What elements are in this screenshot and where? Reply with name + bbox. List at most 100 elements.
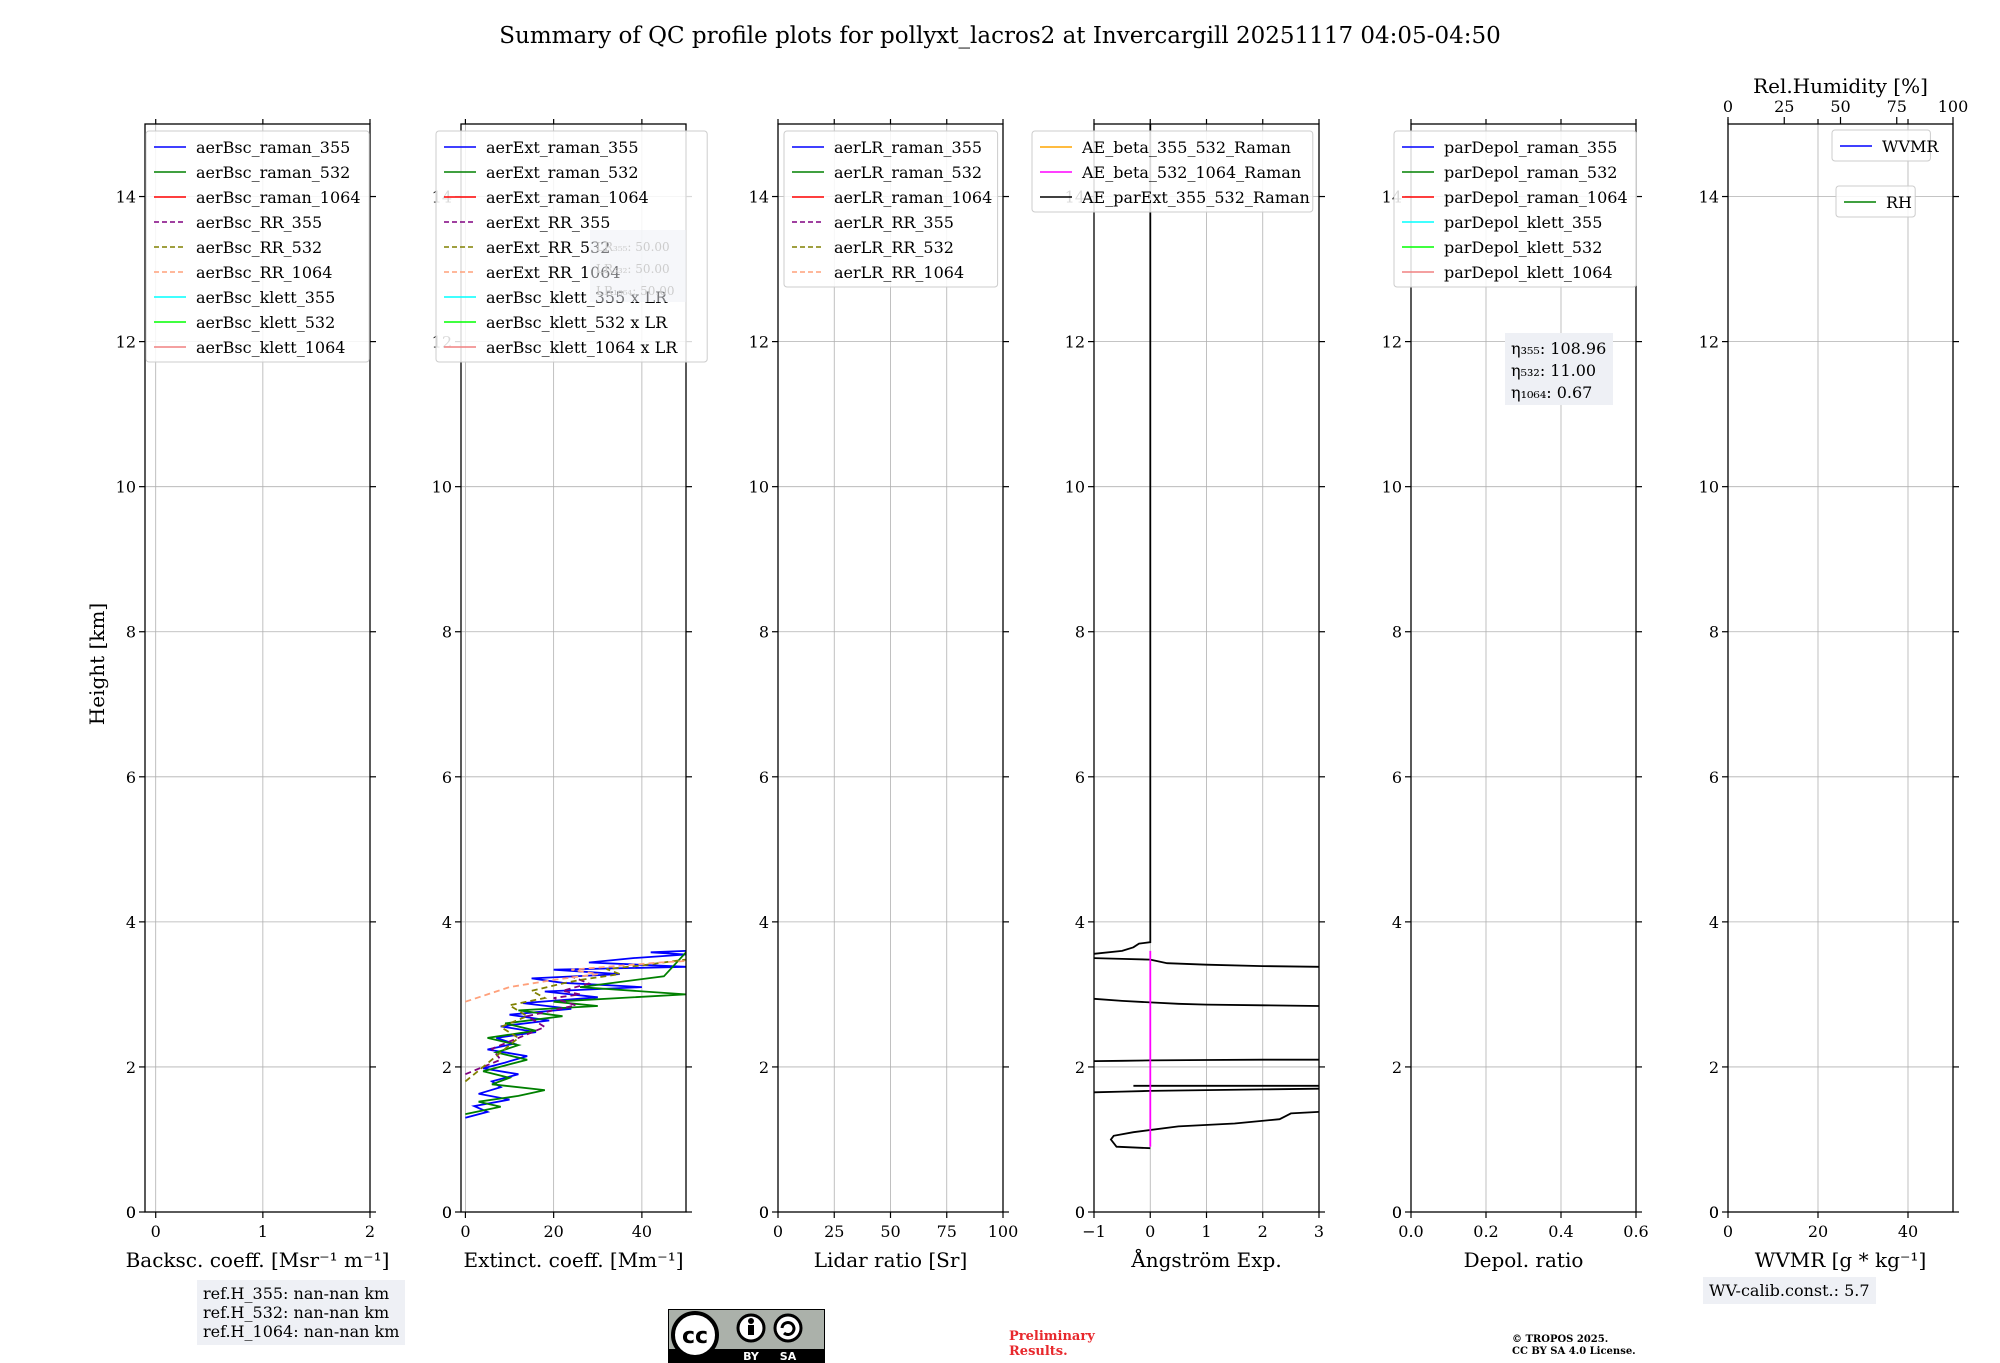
legend-angstrom: AE_beta_355_532_Raman AE_beta_532_1064_Ra… (1031, 130, 1314, 213)
series-line-AE_parExt_355_532_Raman (1094, 1058, 1319, 1062)
x-axis-label: Backsc. coeff. [Msr⁻¹ m⁻¹] (126, 1248, 390, 1272)
y-tick-label: 4 (126, 913, 136, 932)
y-tick-label: 14 (116, 188, 136, 207)
y-tick-label: 2 (1075, 1058, 1085, 1077)
svg-text:BY: BY (743, 1350, 760, 1363)
y-tick-label: 4 (1709, 913, 1719, 932)
legend-label: aerLR_RR_355 (834, 213, 954, 232)
legend-label: aerBsc_RR_1064 (196, 263, 332, 282)
x-axis-label: Lidar ratio [Sr] (814, 1248, 968, 1272)
x-tick-label: 1 (258, 1222, 268, 1241)
y-tick-label: 0 (442, 1203, 452, 1222)
y-tick-label: 2 (1709, 1058, 1719, 1077)
legend-label: parDepol_raman_532 (1444, 163, 1617, 182)
x-tick-label: 25 (824, 1222, 844, 1241)
axes-frame (144, 123, 371, 1213)
top-x-tick-label: 0 (1723, 97, 1733, 116)
panel-angstrom: −10123024681012140Ångström Exp.AE_beta_3… (1031, 119, 1325, 1272)
axes-frame (1727, 123, 1954, 1213)
y-tick-label: 8 (126, 623, 136, 642)
share-alike-icon (773, 1313, 803, 1343)
legend-lidar_ratio: aerLR_raman_355 aerLR_raman_532 aerLR_rama… (783, 130, 999, 288)
reference-height-box: ref.H_355: nan-nan km ref.H_532: nan-nan… (197, 1280, 406, 1345)
y-tick-label: 8 (1392, 623, 1402, 642)
series-line-AE_parExt_355_532_Raman (1094, 124, 1152, 955)
y-tick-label: 2 (759, 1058, 769, 1077)
annotation-extinction: LR₃₅₅: 50.00 LR₅₃₂: 50.00 LR₁₀₆₄: 50.00 (590, 230, 686, 302)
legend-label: aerBsc_RR_532 (196, 238, 322, 257)
series-group-angstrom (1094, 124, 1319, 1150)
y-tick-label: 6 (759, 768, 769, 787)
preliminary-note: Preliminary Results. (1009, 1329, 1095, 1359)
legend-label: parDepol_raman_355 (1444, 138, 1617, 157)
legend-label: aerBsc_RR_355 (196, 213, 322, 232)
top-x-tick-label: 50 (1830, 97, 1850, 116)
axes-frame (1410, 123, 1637, 1213)
y-tick-label: 10 (1382, 478, 1402, 497)
y-tick-label: 8 (1075, 623, 1085, 642)
y-tick-label: 10 (116, 478, 136, 497)
legend-label: parDepol_klett_355 (1444, 213, 1602, 232)
top-x-tick-label: 25 (1774, 97, 1794, 116)
annotation-line: LR₅₃₂: 50.00 (596, 262, 670, 276)
y-tick-label: 10 (432, 478, 452, 497)
series-line-AE_parExt_355_532_Raman (1094, 1087, 1319, 1094)
legend-label: aerLR_raman_532 (834, 163, 982, 182)
legend-label: aerBsc_klett_355 (196, 288, 335, 307)
y-tick-label: 2 (442, 1058, 452, 1077)
x-tick-label: 0.0 (1398, 1222, 1423, 1241)
x-tick-label: 2 (1258, 1222, 1268, 1241)
legend-label: AE_parExt_355_532_Raman (1081, 188, 1310, 207)
legend-label: parDepol_klett_1064 (1444, 263, 1613, 282)
legend-label: aerBsc_raman_532 (196, 163, 350, 182)
annotation-line: LR₃₅₅: 50.00 (596, 240, 670, 254)
y-tick-label: 12 (749, 333, 769, 352)
y-tick-label: 0 (1392, 1203, 1402, 1222)
y-tick-label: 12 (1382, 333, 1402, 352)
legend-label: parDepol_raman_1064 (1444, 188, 1628, 207)
x-tick-label: 0 (773, 1222, 783, 1241)
y-tick-label: 8 (442, 623, 452, 642)
x-tick-label: 0.2 (1473, 1222, 1498, 1241)
y-tick-label: 4 (759, 913, 769, 932)
legend-label: AE_beta_355_532_Raman (1081, 138, 1291, 157)
legend-wvmr-rh: RH (1835, 185, 1916, 218)
x-tick-label: 0.6 (1623, 1222, 1648, 1241)
legend-label: aerBsc_klett_532 x LR (486, 313, 668, 332)
x-tick-label: 0 (1145, 1222, 1155, 1241)
x-tick-label: 75 (937, 1222, 957, 1241)
y-tick-label: 0 (442, 1203, 452, 1222)
legend-label: aerBsc_klett_532 (196, 313, 335, 332)
x-axis-label: Extinct. coeff. [Mm⁻¹] (463, 1248, 683, 1272)
y-tick-label: 4 (1392, 913, 1402, 932)
legend-label: RH (1886, 193, 1912, 212)
series-line-aerExt_RR_355 (465, 975, 592, 1076)
legend-label: aerBsc_raman_1064 (196, 188, 361, 207)
x-axis-label: Ångström Exp. (1130, 1247, 1281, 1272)
y-tick-label: 4 (442, 913, 452, 932)
y-tick-label: 0 (126, 1203, 136, 1222)
legend-wvmr: WVMR (1831, 129, 1939, 162)
x-tick-label: 2 (365, 1222, 375, 1241)
legend-label: aerBsc_klett_1064 x LR (486, 338, 678, 357)
x-tick-label: 3 (1314, 1222, 1324, 1241)
svg-text:cc: cc (682, 1324, 708, 1349)
y-tick-label: 10 (749, 478, 769, 497)
legend-label: aerExt_RR_532 (486, 238, 610, 257)
y-tick-label: 2 (1392, 1058, 1402, 1077)
legend-label: aerExt_raman_1064 (486, 188, 649, 207)
legend-label: parDepol_klett_532 (1444, 238, 1602, 257)
x-tick-label: −1 (1082, 1222, 1106, 1241)
x-axis-label: WVMR [g * kg⁻¹] (1755, 1248, 1927, 1272)
legend-label: aerExt_RR_355 (486, 213, 610, 232)
y-tick-label: 0 (1075, 1203, 1085, 1222)
series-group-extinction (464, 950, 686, 1119)
y-tick-label: 2 (126, 1058, 136, 1077)
legend-label: AE_beta_532_1064_Raman (1081, 163, 1301, 182)
y-tick-label: 14 (1699, 188, 1719, 207)
ref-height-1064: ref.H_1064: nan-nan km (203, 1322, 400, 1341)
